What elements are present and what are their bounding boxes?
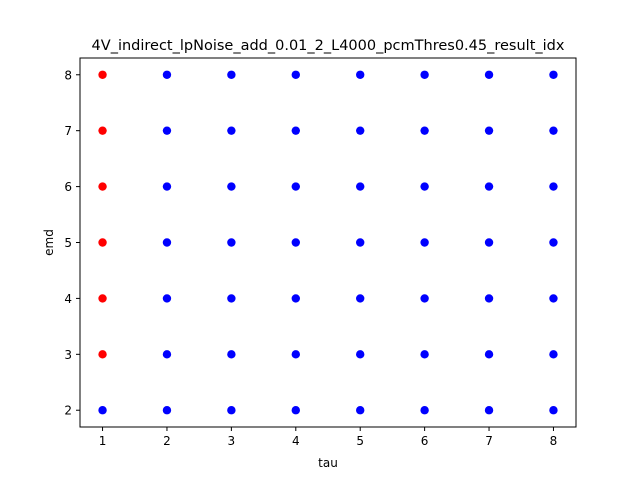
data-point-blue [549, 182, 558, 191]
data-point-red [98, 70, 107, 79]
data-point-blue [420, 238, 429, 247]
data-point-blue [484, 126, 494, 135]
y-axis: 2 3 4 5 6 7 8 [64, 68, 80, 418]
data-point-blue [162, 70, 172, 79]
data-point-blue [484, 406, 494, 415]
data-point-blue [420, 350, 429, 359]
chart-title: 4V_indirect_lpNoise_add_0.01_2_L4000_pcm… [92, 38, 565, 54]
data-point-blue [420, 70, 429, 79]
y-tick-label: 8 [64, 68, 72, 82]
data-point-blue [356, 406, 365, 415]
data-point-blue [162, 126, 172, 135]
data-point-blue [291, 238, 300, 247]
data-point-blue [356, 126, 365, 135]
data-point-blue [162, 182, 172, 191]
x-tick-label: 8 [550, 434, 558, 448]
data-point-blue [549, 350, 558, 359]
x-tick-label: 3 [228, 434, 236, 448]
data-point-blue [549, 406, 558, 415]
data-point-blue [356, 238, 365, 247]
data-point-blue [227, 182, 236, 191]
data-point-red [98, 182, 107, 191]
data-point-blue [227, 70, 236, 79]
y-tick-label: 4 [64, 292, 72, 306]
data-point-blue [291, 126, 300, 135]
data-point-blue [291, 350, 300, 359]
data-point-blue [356, 70, 365, 79]
x-axis-label: tau [318, 456, 338, 470]
data-point-blue [162, 294, 172, 303]
data-point-blue [227, 294, 236, 303]
x-axis: 1 2 3 4 5 6 7 8 [99, 427, 558, 448]
data-point-blue [549, 294, 558, 303]
x-tick-label: 7 [485, 434, 493, 448]
x-tick-label: 1 [99, 434, 107, 448]
x-tick-label: 4 [292, 434, 300, 448]
y-tick-label: 2 [64, 404, 72, 418]
x-tick-label: 6 [421, 434, 429, 448]
data-point-blue [549, 126, 558, 135]
data-point-blue [356, 350, 365, 359]
data-point-blue [291, 294, 300, 303]
data-point-red [98, 126, 107, 135]
data-point-blue [484, 70, 494, 79]
data-point-blue [420, 126, 429, 135]
data-point-blue [420, 294, 429, 303]
data-point-blue [98, 406, 107, 415]
data-point-blue [162, 406, 172, 415]
data-point-blue [549, 70, 558, 79]
data-point-blue [420, 182, 429, 191]
data-point-blue [162, 350, 172, 359]
y-tick-label: 3 [64, 348, 72, 362]
data-point-blue [227, 126, 236, 135]
x-tick-label: 5 [356, 434, 364, 448]
data-point-blue [484, 182, 494, 191]
data-point-blue [291, 182, 300, 191]
data-point-blue [227, 238, 236, 247]
data-point-blue [291, 70, 300, 79]
data-point-blue [484, 350, 494, 359]
data-point-blue [356, 294, 365, 303]
data-point-blue [484, 238, 494, 247]
y-axis-label: emd [42, 229, 56, 256]
data-point-blue [549, 238, 558, 247]
data-points [98, 70, 558, 415]
x-tick-label: 2 [163, 434, 171, 448]
data-point-red [98, 238, 107, 247]
data-point-blue [227, 406, 236, 415]
data-point-red [98, 350, 107, 359]
y-tick-label: 7 [64, 124, 72, 138]
data-point-blue [484, 294, 494, 303]
data-point-blue [227, 350, 236, 359]
data-point-blue [162, 238, 172, 247]
data-point-blue [420, 406, 429, 415]
y-tick-label: 6 [64, 180, 72, 194]
data-point-blue [291, 406, 300, 415]
data-point-red [98, 294, 107, 303]
data-point-blue [356, 182, 365, 191]
y-tick-label: 5 [64, 236, 72, 250]
